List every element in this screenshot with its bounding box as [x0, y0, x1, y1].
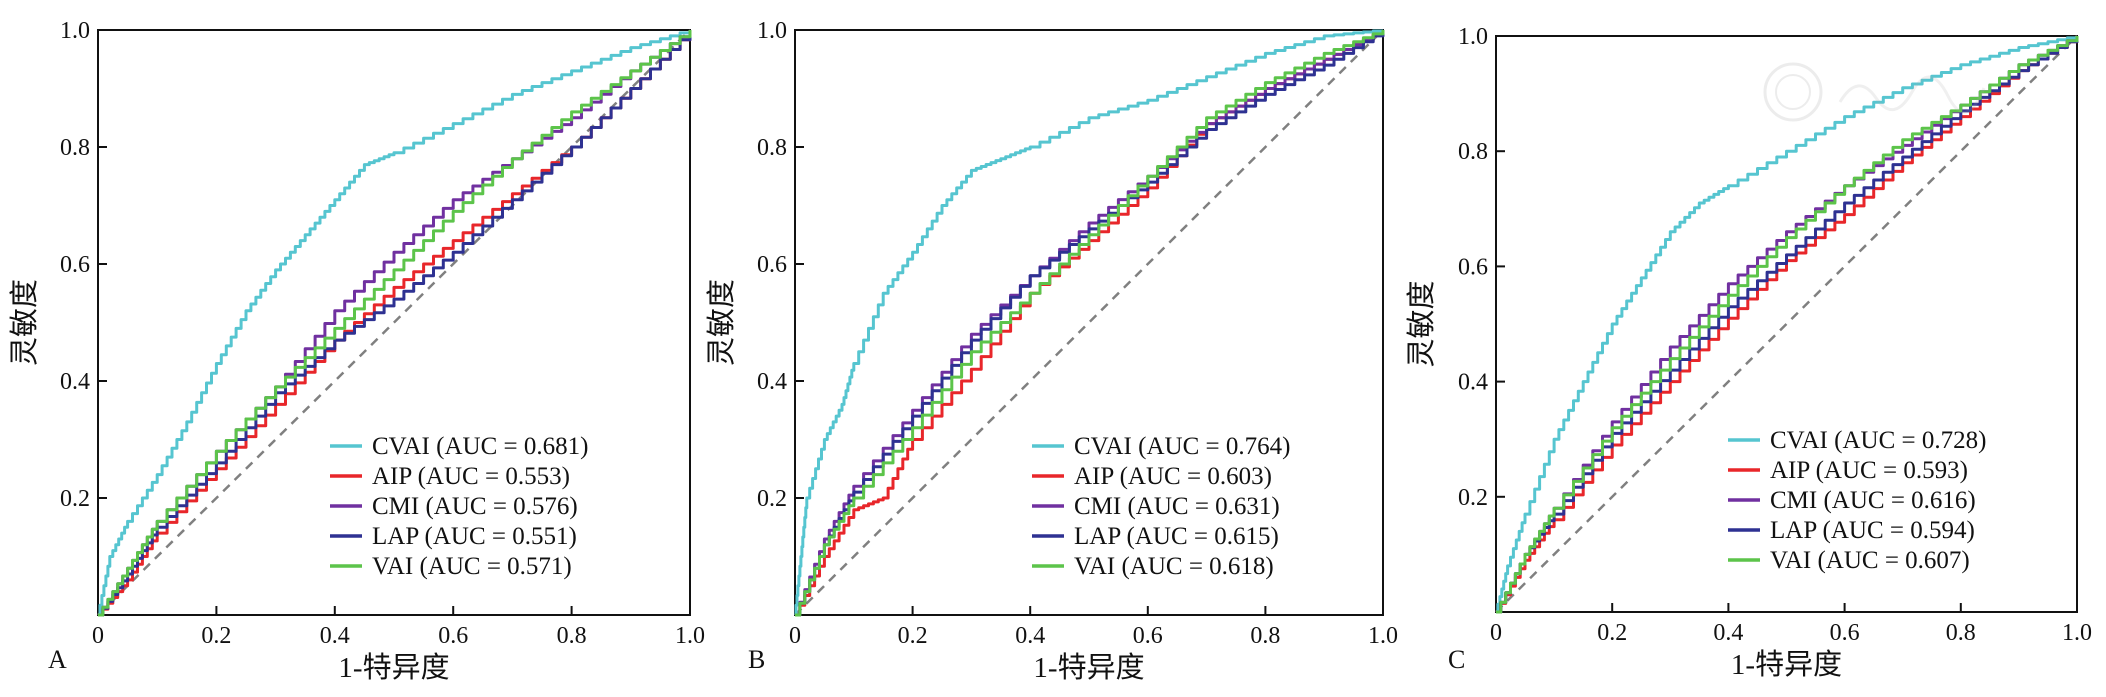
y-tick-label: 0.4 — [60, 369, 90, 395]
roc-panel-a: 0 0.2 0.4 0.6 0.8 1.0 0.2 0.4 0.6 0.8 1.0 CVAI (AUC… — [8, 18, 705, 684]
legend-label-cmi: CMI (AUC = 0.616) — [1770, 487, 1976, 514]
x-tick-label: 1.0 — [675, 623, 705, 649]
legend: CVAI (AUC = 0.764) AIP (AUC = 0.603) CMI (… — [1032, 433, 1290, 580]
x-axis-title: 1-特异度 — [1033, 651, 1144, 684]
roc-curve-vai — [98, 30, 692, 617]
roc-curve-vai — [1496, 36, 2079, 614]
x-tick-label: 0.2 — [201, 623, 231, 649]
plot-frame — [794, 29, 1384, 616]
y-tick-label: 0.2 — [1458, 485, 1488, 511]
x-tick-label: 0.6 — [438, 623, 468, 649]
y-tick-label: 0.2 — [757, 486, 787, 512]
panel-letter: C — [1448, 645, 1465, 674]
roc-curve-cvai — [98, 30, 692, 617]
x-tick-label: 0 — [789, 623, 801, 649]
y-axis-title: 灵敏度 — [705, 279, 738, 366]
x-tick-label: 0.8 — [1250, 623, 1280, 649]
roc-curve-cvai — [1496, 36, 2079, 614]
x-tick-label: 1.0 — [2062, 620, 2092, 646]
y-tick-label: 0.2 — [60, 486, 90, 512]
reference-diagonal — [1495, 35, 2078, 613]
y-tick-label: 1.0 — [1458, 24, 1488, 50]
legend-label-aip: AIP (AUC = 0.603) — [1074, 463, 1272, 490]
y-tick-label: 0.4 — [757, 369, 787, 395]
legend-label-vai: VAI (AUC = 0.618) — [1074, 553, 1274, 580]
legend-label-aip: AIP (AUC = 0.593) — [1770, 457, 1968, 484]
x-tick-label: 0.4 — [1713, 620, 1743, 646]
panel-letter: B — [748, 645, 765, 674]
legend-label-cvai: CVAI (AUC = 0.681) — [372, 433, 588, 460]
legend-label-cvai: CVAI (AUC = 0.764) — [1074, 433, 1290, 460]
roc-curve-cvai — [794, 29, 1385, 617]
x-tick-label: 0.4 — [1015, 623, 1045, 649]
x-axis-title: 1-特异度 — [1731, 648, 1842, 681]
legend-label-cmi: CMI (AUC = 0.631) — [1074, 493, 1280, 520]
y-axis-title: 灵敏度 — [1405, 280, 1438, 367]
y-tick-label: 0.6 — [60, 252, 90, 278]
y-axis-title: 灵敏度 — [8, 279, 41, 366]
y-tick-label: 0.8 — [60, 135, 90, 161]
x-tick-label: 0.6 — [1133, 623, 1163, 649]
reference-diagonal — [794, 29, 1384, 616]
x-tick-label: 0.8 — [1946, 620, 1976, 646]
legend: CVAI (AUC = 0.728) AIP (AUC = 0.593) CMI (… — [1728, 427, 1986, 574]
roc-curve-vai — [795, 30, 1385, 617]
y-tick-label: 0.8 — [757, 135, 787, 161]
roc-panel-b: 0 0.2 0.4 0.6 0.8 1.0 0.2 0.4 0.6 0.8 1.0 CVAI (AUC… — [705, 18, 1398, 684]
legend-label-vai: VAI (AUC = 0.607) — [1770, 547, 1970, 574]
legend-label-vai: VAI (AUC = 0.571) — [372, 553, 572, 580]
legend-label-cvai: CVAI (AUC = 0.728) — [1770, 427, 1986, 454]
legend: CVAI (AUC = 0.681) AIP (AUC = 0.553) CMI (… — [330, 433, 588, 580]
y-tick-label: 0.4 — [1458, 370, 1488, 396]
x-tick-label: 0.6 — [1830, 620, 1860, 646]
x-tick-label: 0 — [1490, 620, 1502, 646]
y-tick-label: 1.0 — [60, 18, 90, 44]
panel-letter: A — [48, 645, 67, 674]
watermark-seal — [1763, 62, 1986, 122]
x-axis-title: 1-特异度 — [338, 651, 449, 684]
x-tick-label: 0.4 — [320, 623, 350, 649]
x-tick-label: 0 — [92, 623, 104, 649]
legend-label-lap: LAP (AUC = 0.594) — [1770, 517, 1975, 544]
legend-label-aip: AIP (AUC = 0.553) — [372, 463, 570, 490]
plot-frame — [1495, 35, 2078, 613]
x-tick-label: 0.2 — [898, 623, 928, 649]
y-tick-label: 0.8 — [1458, 139, 1488, 165]
x-tick-label: 1.0 — [1368, 623, 1398, 649]
legend-label-lap: LAP (AUC = 0.615) — [1074, 523, 1279, 550]
legend-label-cmi: CMI (AUC = 0.576) — [372, 493, 578, 520]
x-tick-label: 0.2 — [1597, 620, 1627, 646]
y-tick-label: 0.6 — [1458, 254, 1488, 280]
y-tick-label: 0.6 — [757, 252, 787, 278]
roc-curve-lap — [795, 30, 1385, 617]
legend-label-lap: LAP (AUC = 0.551) — [372, 523, 577, 550]
y-tick-label: 1.0 — [757, 18, 787, 44]
x-tick-label: 0.8 — [557, 623, 587, 649]
plot-frame — [97, 29, 691, 616]
